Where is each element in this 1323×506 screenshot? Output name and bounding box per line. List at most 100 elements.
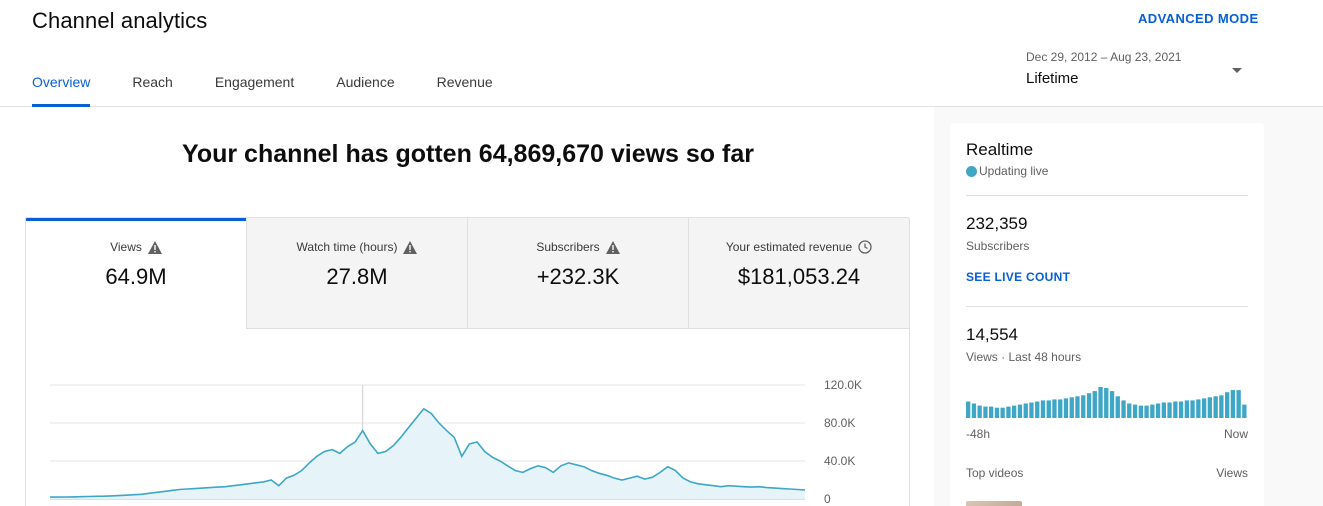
metric-tab-revenue[interactable]: Your estimated revenue $181,053.24 — [688, 218, 909, 329]
realtime-bar[interactable] — [1242, 404, 1247, 418]
tab-engagement[interactable]: Engagement — [214, 74, 295, 90]
analytics-header: Channel analytics ADVANCED MODE Overview… — [0, 0, 1323, 107]
live-status-text: Updating live — [979, 164, 1049, 178]
realtime-bar[interactable] — [1150, 404, 1155, 418]
realtime-bar[interactable] — [1058, 399, 1063, 418]
realtime-bar[interactable] — [1098, 387, 1103, 418]
metric-label: Views — [110, 240, 142, 254]
realtime-bar[interactable] — [1063, 398, 1069, 418]
realtime-bar[interactable] — [1225, 392, 1230, 418]
realtime-views-label: Views · Last 48 hours — [966, 350, 1082, 364]
realtime-bar[interactable] — [1161, 402, 1166, 419]
realtime-bar[interactable] — [971, 403, 977, 419]
see-live-count-link[interactable]: SEE LIVE COUNT — [966, 270, 1071, 284]
realtime-bar[interactable] — [1046, 400, 1051, 418]
clock-icon — [858, 240, 872, 254]
realtime-bar[interactable] — [983, 406, 988, 418]
live-status: Updating live — [966, 164, 1048, 178]
top-videos-label: Top videos — [966, 466, 1024, 480]
page-title: Channel analytics — [32, 8, 208, 33]
tab-revenue[interactable]: Revenue — [436, 74, 493, 90]
realtime-bar[interactable] — [1023, 403, 1028, 419]
realtime-bar-chart[interactable] — [966, 386, 1248, 418]
metric-tabs: Views 64.9M Watch time (hours) 27.8M Sub… — [26, 218, 909, 329]
date-range-text: Dec 29, 2012 – Aug 23, 2021 — [1026, 50, 1182, 64]
realtime-subscribers-value: 232,359 — [966, 214, 1028, 233]
realtime-bar[interactable] — [1069, 397, 1074, 418]
realtime-bar[interactable] — [977, 405, 982, 418]
metric-value: 64.9M — [105, 264, 167, 289]
realtime-bar[interactable] — [1144, 405, 1149, 418]
realtime-bar[interactable] — [1121, 400, 1126, 418]
tab-audience[interactable]: Audience — [336, 74, 395, 90]
series-line — [50, 407, 806, 498]
realtime-bar[interactable] — [1109, 391, 1115, 418]
realtime-bar[interactable] — [1202, 398, 1207, 418]
realtime-bar[interactable] — [1127, 403, 1132, 419]
realtime-bar[interactable] — [1155, 403, 1161, 419]
realtime-bar[interactable] — [1052, 399, 1057, 418]
realtime-bar[interactable] — [1029, 402, 1034, 419]
metric-tab-views[interactable]: Views 64.9M — [26, 218, 246, 329]
y-tick-label: 40.0K — [824, 454, 855, 468]
views-column-label: Views — [1216, 466, 1248, 480]
realtime-bar[interactable] — [1081, 395, 1086, 418]
realtime-bar[interactable] — [1213, 396, 1218, 418]
realtime-bar[interactable] — [1196, 399, 1201, 418]
tab-overview[interactable]: Overview — [32, 74, 91, 107]
realtime-bar[interactable] — [1138, 405, 1143, 418]
warning-icon — [605, 240, 620, 254]
metric-value: +232.3K — [536, 264, 620, 289]
metric-label: Subscribers — [536, 240, 600, 254]
y-tick-label: 0 — [824, 492, 831, 506]
metric-label: Your estimated revenue — [725, 240, 853, 254]
realtime-bar[interactable] — [1115, 396, 1120, 418]
realtime-bar[interactable] — [989, 406, 994, 418]
mini-axis-start: -48h — [966, 427, 991, 441]
realtime-bar[interactable] — [1219, 395, 1224, 418]
realtime-bar[interactable] — [1173, 401, 1178, 419]
warning-icon — [403, 240, 418, 254]
realtime-bar[interactable] — [1184, 400, 1189, 418]
metric-label: Watch time (hours) — [296, 240, 398, 254]
metric-value: $181,053.24 — [737, 264, 861, 289]
realtime-bar[interactable] — [1040, 400, 1046, 418]
advanced-mode-link[interactable]: ADVANCED MODE — [1138, 11, 1259, 26]
video-thumbnail[interactable] — [966, 501, 1022, 506]
tab-reach[interactable]: Reach — [132, 74, 173, 90]
mini-axis-end: Now — [1223, 427, 1248, 441]
realtime-bar[interactable] — [1006, 406, 1011, 418]
overview-card: Views 64.9M Watch time (hours) 27.8M Sub… — [25, 217, 910, 506]
realtime-bar[interactable] — [1178, 401, 1184, 419]
realtime-bar[interactable] — [1086, 393, 1092, 418]
realtime-title: Realtime — [966, 140, 1034, 159]
realtime-bar[interactable] — [1017, 404, 1023, 418]
realtime-bar[interactable] — [1092, 391, 1097, 418]
divider — [966, 306, 1248, 307]
realtime-subscribers-label: Subscribers — [966, 239, 1030, 253]
realtime-bar[interactable] — [1035, 401, 1040, 419]
realtime-bar[interactable] — [1000, 407, 1005, 418]
tab-bar: Overview Reach Engagement Audience Reven… — [32, 74, 535, 107]
realtime-bar[interactable] — [1190, 400, 1195, 418]
realtime-bar[interactable] — [994, 407, 1000, 418]
views-chart[interactable]: 0 40.0K 80.0K 120.0K — [26, 329, 909, 506]
dropdown-arrow-icon — [1232, 68, 1242, 73]
realtime-bar[interactable] — [1012, 405, 1017, 418]
realtime-bar[interactable] — [966, 401, 971, 419]
y-tick-label: 120.0K — [824, 378, 862, 392]
realtime-bar[interactable] — [1207, 397, 1212, 418]
live-dot-icon — [966, 165, 977, 177]
views-chart-svg: 0 40.0K 80.0K 120.0K — [50, 378, 862, 506]
realtime-bar[interactable] — [1230, 390, 1235, 418]
metric-tab-subscribers[interactable]: Subscribers +232.3K — [467, 218, 688, 329]
realtime-bar[interactable] — [1104, 388, 1109, 418]
metric-tab-watch-time[interactable]: Watch time (hours) 27.8M — [246, 218, 467, 329]
realtime-bar[interactable] — [1236, 390, 1241, 418]
realtime-bar[interactable] — [1075, 396, 1080, 418]
y-tick-label: 80.0K — [824, 416, 855, 430]
date-range-picker[interactable]: Dec 29, 2012 – Aug 23, 2021 Lifetime — [1026, 50, 1250, 90]
realtime-bar[interactable] — [1132, 404, 1138, 418]
divider — [966, 195, 1248, 196]
realtime-bar[interactable] — [1167, 402, 1172, 419]
